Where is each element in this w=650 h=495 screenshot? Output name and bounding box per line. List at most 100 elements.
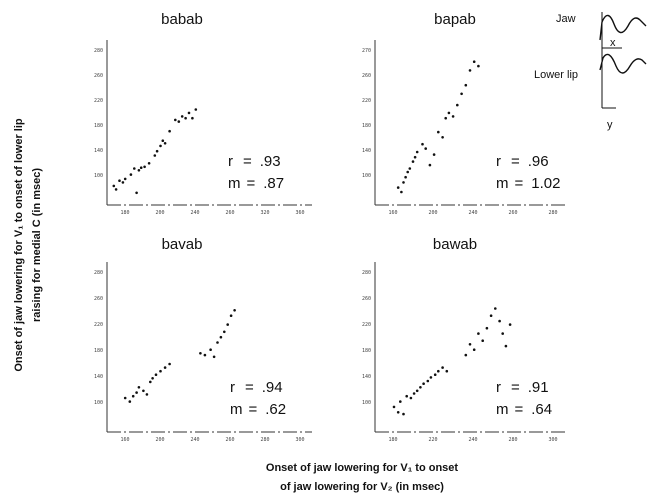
- x-tick-label: 300: [295, 437, 304, 443]
- equals-sign: =: [515, 401, 524, 418]
- data-point: [426, 379, 430, 383]
- m-value: .87: [263, 175, 284, 192]
- data-point: [481, 339, 485, 343]
- data-point: [123, 396, 127, 400]
- data-point: [402, 412, 405, 416]
- data-point: [432, 153, 436, 156]
- data-point: [135, 191, 138, 195]
- data-point: [142, 389, 145, 393]
- y-axis-label-line-2: raising for medial C (in msec): [31, 168, 43, 322]
- data-point: [396, 186, 400, 189]
- y-tick-label: 180: [94, 123, 103, 129]
- data-point: [477, 64, 480, 68]
- data-point: [451, 115, 455, 118]
- data-point: [168, 362, 171, 366]
- panel-title: bapab: [434, 11, 476, 28]
- panel-title: babab: [161, 11, 203, 28]
- r-label: r: [496, 379, 501, 396]
- y-tick-label: 280: [94, 270, 103, 276]
- data-point: [477, 332, 480, 335]
- data-point: [145, 393, 149, 396]
- data-point: [400, 190, 403, 194]
- data-point: [129, 173, 133, 176]
- x-tick-label: 260: [225, 210, 234, 216]
- m-statistic: m = .62: [230, 401, 286, 418]
- y-tick-label: 260: [94, 296, 103, 302]
- data-point: [468, 69, 472, 72]
- inset-y-label: y: [607, 119, 613, 131]
- data-point: [433, 373, 437, 377]
- y-tick-label: 260: [362, 296, 371, 302]
- data-point: [422, 382, 425, 386]
- data-point: [441, 136, 444, 139]
- data-point: [405, 394, 409, 398]
- jaw-trace: [599, 14, 647, 41]
- data-point: [233, 309, 236, 312]
- inset-x-label: x: [610, 37, 616, 49]
- data-point: [485, 326, 489, 330]
- x-tick-label: 240: [468, 210, 477, 216]
- data-point: [223, 330, 226, 334]
- data-point: [180, 115, 184, 118]
- data-point: [131, 394, 135, 398]
- x-tick-label: 200: [428, 210, 437, 216]
- data-point: [118, 179, 121, 182]
- y-tick-label: 100: [362, 400, 371, 406]
- m-value: .64: [531, 401, 552, 418]
- data-point: [419, 386, 422, 389]
- x-tick-label: 220: [428, 437, 437, 443]
- equals-sign: =: [511, 153, 520, 170]
- panel-title: bawab: [433, 236, 477, 253]
- x-tick-label: 280: [260, 437, 269, 443]
- r-statistic: r = .94: [230, 379, 283, 396]
- y-tick-label: 220: [94, 98, 103, 104]
- x-axis-label-line-2: of jaw lowering for V₂ (in msec): [280, 481, 444, 493]
- inset-diagram: Jaw Lower lip x y: [534, 12, 647, 131]
- data-point: [163, 142, 167, 145]
- m-label: m: [496, 401, 509, 418]
- r-value: .91: [528, 379, 549, 396]
- data-point: [460, 92, 463, 96]
- x-tick-label: 280: [508, 437, 517, 443]
- data-point: [191, 116, 194, 120]
- r-statistic: r = .91: [496, 379, 549, 396]
- r-value: .94: [262, 379, 283, 396]
- scatter-panel-bapab: bapab 160 200 240 260 280 100 140 180 220 260 270 r =…: [362, 11, 565, 216]
- data-point: [429, 376, 433, 379]
- data-point: [396, 411, 400, 414]
- data-point: [424, 147, 428, 150]
- data-point: [413, 155, 417, 159]
- data-point: [174, 118, 177, 122]
- data-point: [147, 162, 151, 165]
- data-point: [409, 396, 413, 400]
- data-point: [187, 111, 191, 115]
- equals-sign: =: [247, 175, 256, 192]
- y-tick-label: 270: [362, 48, 371, 54]
- data-point: [456, 103, 459, 107]
- data-point: [216, 341, 219, 344]
- data-point: [159, 369, 162, 373]
- y-axis-label: Onset of jaw lowering for V₁ to onset of…: [13, 118, 43, 372]
- data-point: [112, 184, 116, 188]
- r-statistic: r = .96: [496, 153, 549, 170]
- y-tick-label: 220: [362, 322, 371, 328]
- data-point: [472, 348, 476, 352]
- data-point: [421, 142, 424, 146]
- y-tick-label: 100: [362, 173, 371, 179]
- r-label: r: [230, 379, 235, 396]
- data-point: [415, 150, 419, 154]
- y-tick-label: 220: [362, 98, 371, 104]
- data-point: [123, 177, 127, 181]
- m-label: m: [230, 401, 243, 418]
- data-point: [151, 377, 154, 380]
- data-point: [472, 60, 476, 63]
- data-point: [199, 352, 202, 355]
- data-point: [212, 355, 216, 359]
- data-point: [149, 380, 152, 384]
- x-tick-label: 160: [120, 437, 129, 443]
- r-value: .93: [260, 153, 281, 170]
- data-point: [128, 400, 132, 403]
- x-tick-label: 180: [388, 437, 397, 443]
- r-label: r: [228, 153, 233, 170]
- data-point: [153, 154, 157, 157]
